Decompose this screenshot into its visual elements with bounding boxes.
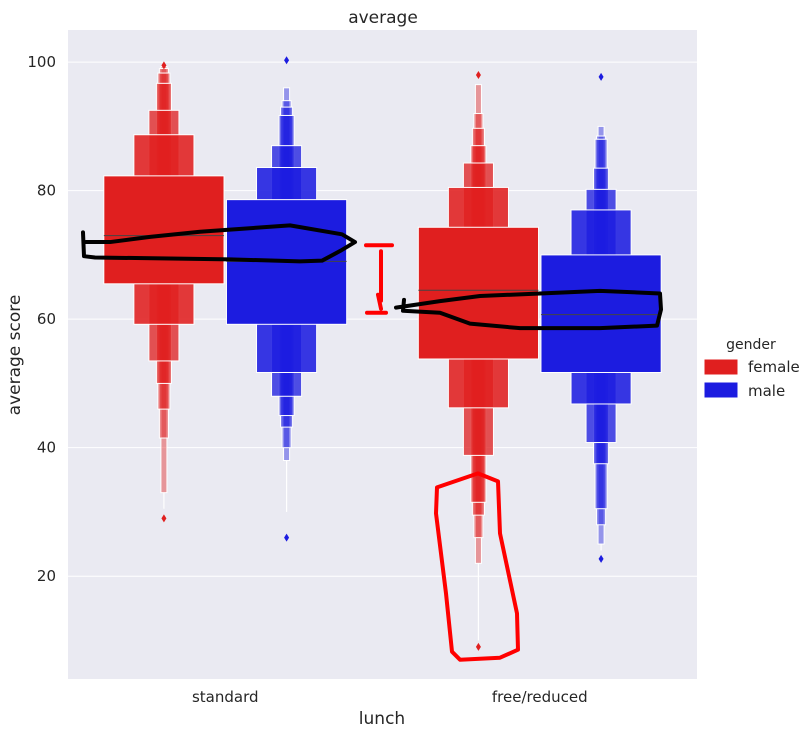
x-axis-label: lunch <box>359 709 405 729</box>
outlier-marker <box>598 72 604 81</box>
legend-label-male: male <box>748 382 785 400</box>
axis-ticks: 20 40 60 80 100 standard free/reduced <box>27 53 587 706</box>
outlier-marker <box>161 61 167 70</box>
boxen-group-male-free/reduced <box>540 72 662 563</box>
outlier-marker <box>284 533 290 542</box>
legend: gender female male <box>703 337 800 400</box>
y-tick-label: 80 <box>37 182 56 200</box>
y-axis-label: average score <box>5 295 25 416</box>
outlier-marker <box>598 554 604 563</box>
boxen-marks <box>103 56 662 651</box>
boxen-group-female-standard <box>103 61 225 523</box>
y-tick-label: 40 <box>37 439 56 457</box>
boxen-box <box>540 254 662 373</box>
x-tick-label: standard <box>192 688 259 706</box>
annotation-freereduced-median-loop <box>394 288 663 331</box>
legend-swatch-male <box>703 381 739 399</box>
legend-title: gender <box>726 337 776 353</box>
annotation-red-outlier-loop <box>434 471 520 662</box>
annotation-standard-median-loop <box>81 223 357 264</box>
x-tick-label: free/reduced <box>492 688 588 706</box>
annotations <box>81 223 663 662</box>
outlier-marker <box>161 514 167 523</box>
outlier-marker <box>284 56 290 65</box>
annotation-red-bracket <box>364 243 394 315</box>
legend-swatch-female <box>703 358 739 376</box>
legend-label-female: female <box>748 358 800 376</box>
outlier-marker <box>475 70 481 79</box>
y-tick-label: 20 <box>37 567 56 585</box>
outlier-marker <box>475 642 481 651</box>
y-tick-label: 60 <box>37 310 56 328</box>
chart-title: average <box>348 8 418 28</box>
y-tick-label: 100 <box>27 53 56 71</box>
